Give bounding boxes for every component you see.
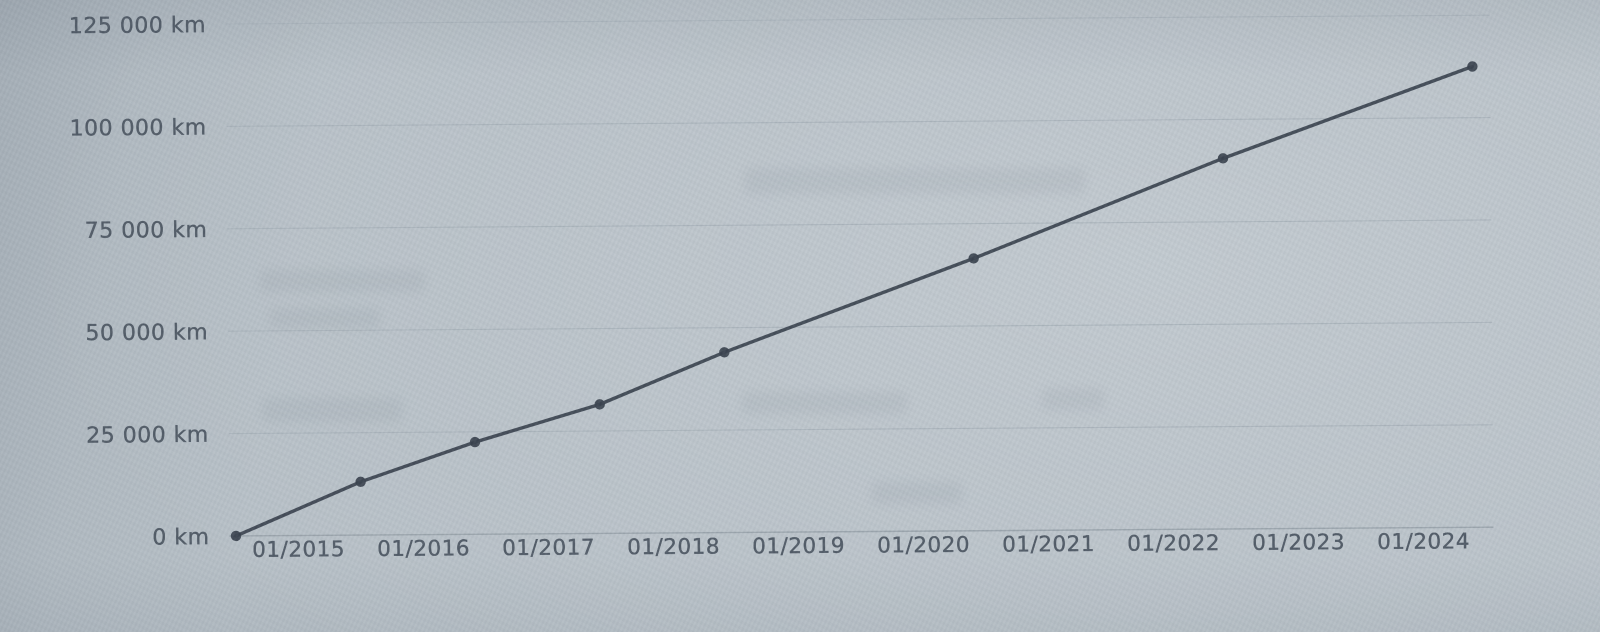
y-gridline <box>225 14 1490 25</box>
x-tick-label: 01/2023 <box>1252 530 1345 556</box>
chart-plot-area: 0 km 25 000 km 50 000 km 75 000 km 100 000 k… <box>69 13 1494 563</box>
x-tick-label: 01/2015 <box>252 537 345 563</box>
y-tick-label: 125 000 km <box>69 13 206 39</box>
y-tick-label: 25 000 km <box>86 423 209 449</box>
y-tick-label: 100 000 km <box>69 116 206 142</box>
y-tick-label: 75 000 km <box>85 218 208 244</box>
x-tick-label: 01/2016 <box>377 536 470 562</box>
data-point <box>1467 61 1478 72</box>
data-point <box>355 476 366 488</box>
x-tick-label: 01/2018 <box>627 535 720 561</box>
data-point <box>594 399 605 410</box>
x-tick-label: 01/2017 <box>502 535 595 561</box>
data-point <box>1217 153 1229 164</box>
data-point <box>968 253 979 264</box>
x-tick-label: 01/2021 <box>1002 532 1095 558</box>
x-tick-label: 01/2019 <box>752 534 845 560</box>
x-tick-label: 01/2020 <box>877 533 970 559</box>
y-gridline <box>227 219 1492 230</box>
x-tick-label: 01/2024 <box>1377 529 1470 555</box>
data-point <box>230 530 242 542</box>
y-tick-label: 0 km <box>152 525 209 550</box>
data-point <box>719 347 730 358</box>
mileage-line <box>234 64 1475 538</box>
y-gridline <box>226 117 1491 127</box>
y-tick-label: 50 000 km <box>85 320 208 346</box>
x-tick-label: 01/2022 <box>1127 531 1220 557</box>
y-gridline <box>228 321 1493 332</box>
data-point <box>469 436 481 448</box>
y-gridline <box>229 526 1494 537</box>
y-gridline <box>228 424 1493 435</box>
